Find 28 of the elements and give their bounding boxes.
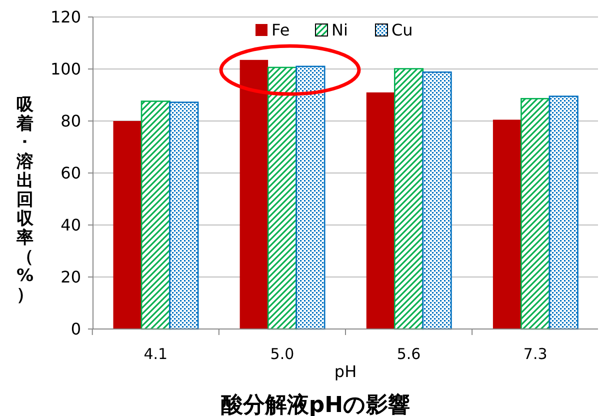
bar [240,60,268,329]
x-axis-title: pH [334,362,357,381]
bar [169,102,199,330]
x-tick-label: 5.6 [396,345,421,363]
y-tick-label: 0 [70,320,81,339]
x-tick-label: 5.0 [270,345,294,363]
bar [394,68,424,330]
bar [366,92,395,329]
x-tick-label: 7.3 [523,345,548,363]
bar [492,120,522,329]
bar [520,98,550,330]
text: 吸着･溶出回収率（%） [16,95,34,305]
bar [296,66,326,330]
legend-label: Ni [332,20,348,40]
bar [113,121,142,329]
bar [548,96,578,330]
legend-label: Cu [392,20,413,40]
bar [267,66,297,330]
y-tick-label: 60 [60,164,81,183]
y-tick-label: 120 [50,8,81,27]
x-tick-label: 4.1 [144,345,168,363]
y-tick-label: 80 [60,112,81,131]
bar [422,71,452,330]
y-tick-label: 40 [60,216,81,235]
y-tick-label: 20 [60,268,81,287]
bar [140,100,170,330]
y-tick-label: 100 [50,60,81,79]
legend-label: Fe [272,20,290,40]
